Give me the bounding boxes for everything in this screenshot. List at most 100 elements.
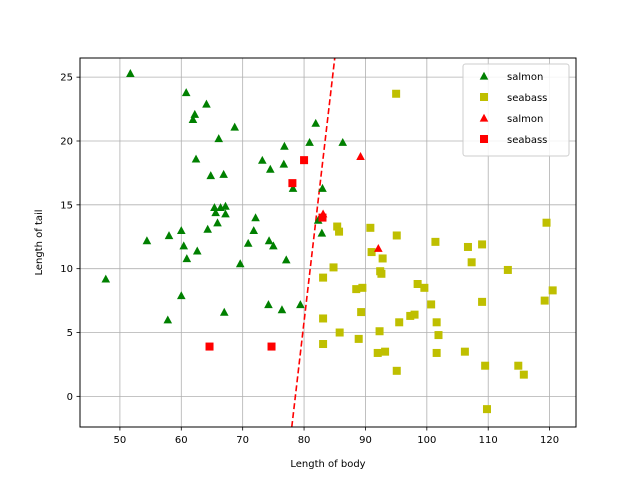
series-1-seabass bbox=[319, 89, 557, 414]
salmon-point bbox=[280, 141, 289, 150]
salmon-point bbox=[192, 246, 202, 255]
y-tick-label: 0 bbox=[67, 392, 73, 403]
seabass-point bbox=[373, 348, 382, 357]
seabass-point bbox=[431, 237, 440, 246]
seabass-point bbox=[548, 286, 557, 295]
seabass-point bbox=[420, 283, 429, 292]
salmon-point bbox=[214, 134, 224, 143]
salmon-point bbox=[164, 231, 174, 240]
seabass-point bbox=[478, 240, 487, 249]
salmon-point bbox=[264, 300, 273, 309]
seabass-point bbox=[375, 327, 384, 336]
salmon-point bbox=[221, 201, 230, 210]
seabass-point bbox=[358, 283, 367, 292]
salmon-point bbox=[296, 300, 305, 309]
seabass-point bbox=[410, 310, 419, 319]
seabass-point bbox=[542, 218, 551, 227]
salmon-point bbox=[356, 152, 365, 160]
boundary-line bbox=[290, 57, 336, 428]
seabass-point bbox=[381, 347, 390, 356]
seabass-point bbox=[335, 227, 344, 236]
seabass-point bbox=[406, 311, 415, 320]
seabass-point bbox=[481, 361, 490, 370]
salmon-point bbox=[243, 238, 253, 247]
seabass-point bbox=[335, 328, 344, 337]
seabass-point bbox=[395, 318, 404, 327]
salmon-point bbox=[191, 154, 201, 163]
y-tick-label: 25 bbox=[60, 73, 73, 84]
salmon-point bbox=[311, 118, 321, 127]
y-tick-label: 20 bbox=[60, 136, 73, 147]
salmon-point bbox=[176, 291, 186, 300]
seabass-point bbox=[333, 222, 342, 231]
legend-label: salmon bbox=[507, 114, 543, 125]
x-tick-label: 90 bbox=[359, 435, 372, 446]
salmon-point bbox=[338, 137, 348, 146]
seabass-point bbox=[205, 342, 214, 351]
seabass-point bbox=[367, 248, 376, 257]
salmon-point bbox=[213, 218, 222, 227]
salmon-point bbox=[188, 114, 198, 123]
y-tick-label: 10 bbox=[60, 264, 73, 275]
series-0-salmon bbox=[101, 69, 348, 324]
seabass-point bbox=[463, 242, 472, 251]
salmon-point bbox=[281, 255, 291, 264]
seabass-point bbox=[467, 258, 476, 267]
seabass-point bbox=[460, 347, 469, 356]
seabass-point bbox=[366, 223, 375, 232]
x-tick-label: 60 bbox=[175, 435, 188, 446]
x-tick-label: 120 bbox=[540, 435, 559, 446]
series-3-seabass bbox=[205, 156, 327, 351]
salmon-point bbox=[230, 122, 239, 131]
salmon-point bbox=[202, 99, 211, 108]
seabass-point bbox=[352, 285, 361, 294]
axis-ticks: 50 60 70 80 90 100 110 120 0 5 10 15 20 25 bbox=[60, 73, 559, 446]
salmon-point bbox=[219, 307, 229, 316]
seabass-point bbox=[392, 89, 401, 98]
legend-label: salmon bbox=[507, 72, 543, 83]
salmon-point bbox=[101, 274, 111, 283]
salmon-point bbox=[374, 243, 383, 252]
seabass-point bbox=[434, 331, 443, 340]
legend-box bbox=[462, 63, 570, 157]
decision-boundary bbox=[290, 57, 336, 428]
legend: salmon seabass salmon seabass bbox=[462, 63, 570, 157]
seabass-point bbox=[432, 318, 441, 327]
x-axis-label: Length of body bbox=[290, 459, 365, 470]
seabass-point bbox=[482, 405, 491, 414]
seabass-point bbox=[413, 279, 422, 288]
salmon-point bbox=[181, 88, 191, 97]
salmon-point bbox=[235, 259, 245, 268]
seabass-point bbox=[478, 297, 487, 306]
seabass-point bbox=[319, 340, 328, 349]
y-axis-label: Length of tail bbox=[34, 209, 45, 275]
salmon-point bbox=[269, 241, 278, 250]
seabass-point bbox=[319, 314, 328, 323]
salmon-point bbox=[206, 171, 216, 180]
salmon-point bbox=[279, 159, 289, 168]
x-tick-label: 110 bbox=[479, 435, 498, 446]
salmon-point bbox=[176, 226, 186, 235]
salmon-point bbox=[317, 228, 327, 237]
salmon-point bbox=[249, 226, 259, 235]
seabass-point bbox=[319, 273, 328, 282]
salmon-point bbox=[313, 215, 323, 224]
legend-marker bbox=[479, 113, 489, 122]
seabass-point bbox=[288, 179, 297, 188]
seabass-point bbox=[329, 263, 338, 272]
salmon-point bbox=[210, 203, 219, 212]
salmon-point bbox=[182, 254, 192, 263]
seabass-point bbox=[519, 370, 528, 379]
seabass-point bbox=[267, 342, 276, 351]
seabass-point bbox=[357, 308, 366, 317]
salmon-point bbox=[142, 236, 152, 245]
salmon-point bbox=[190, 109, 200, 118]
salmon-point bbox=[211, 208, 220, 217]
salmon-point bbox=[305, 137, 314, 146]
seabass-point bbox=[354, 334, 363, 343]
salmon-point bbox=[163, 315, 173, 324]
seabass-point bbox=[392, 231, 401, 240]
seabass-point bbox=[300, 156, 309, 165]
salmon-point bbox=[318, 183, 327, 192]
